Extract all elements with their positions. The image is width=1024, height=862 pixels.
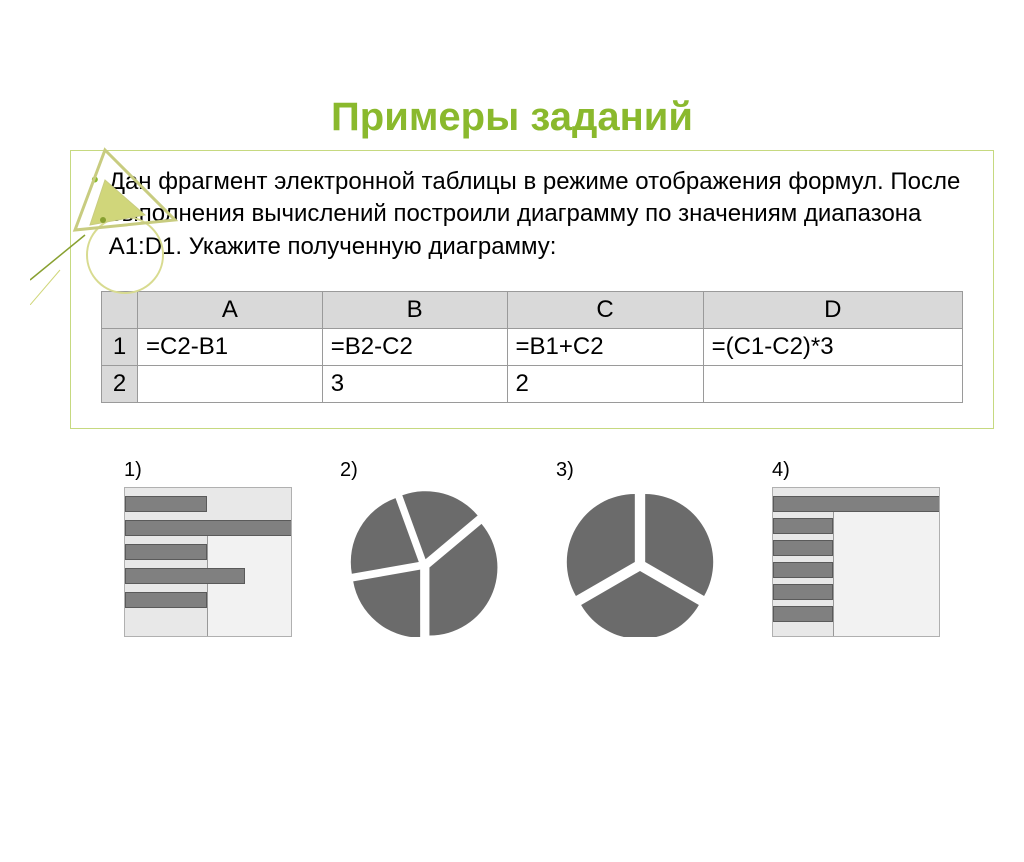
cell-a1: =C2-B1	[138, 329, 323, 366]
cell-d2	[703, 366, 962, 403]
option-4: 4)	[772, 459, 940, 637]
option-4-label: 4)	[772, 459, 790, 482]
row-1-head: 1	[102, 329, 138, 366]
col-c: C	[507, 292, 703, 329]
cell-b1: =B2-C2	[322, 329, 507, 366]
corner-decoration	[30, 125, 210, 305]
col-d: D	[703, 292, 962, 329]
cell-c2: 2	[507, 366, 703, 403]
option-3-label: 3)	[556, 459, 574, 482]
option-1-label: 1)	[124, 459, 142, 482]
spreadsheet-table: A B C D 1 =C2-B1 =B2-C2 =B1+C2 =(C1-C2)*…	[101, 291, 963, 403]
cell-d1: =(C1-C2)*3	[703, 329, 962, 366]
option-2-chart	[340, 487, 508, 637]
row-2-head: 2	[102, 366, 138, 403]
cell-c1: =B1+C2	[507, 329, 703, 366]
cell-b2: 3	[322, 366, 507, 403]
option-1-chart	[124, 487, 292, 637]
table-row: 2 3 2	[102, 366, 963, 403]
option-2: 2)	[340, 459, 508, 637]
options-row: 1) 2) 3) 4)	[100, 459, 964, 637]
option-3: 3)	[556, 459, 724, 637]
table-row: 1 =C2-B1 =B2-C2 =B1+C2 =(C1-C2)*3	[102, 329, 963, 366]
cell-a2	[138, 366, 323, 403]
col-b: B	[322, 292, 507, 329]
question-text: Дан фрагмент электронной таблицы в режим…	[109, 166, 973, 263]
option-1: 1)	[124, 459, 292, 637]
table-header-row: A B C D	[102, 292, 963, 329]
option-3-chart	[556, 487, 724, 637]
option-2-label: 2)	[340, 459, 358, 482]
option-4-chart	[772, 487, 940, 637]
